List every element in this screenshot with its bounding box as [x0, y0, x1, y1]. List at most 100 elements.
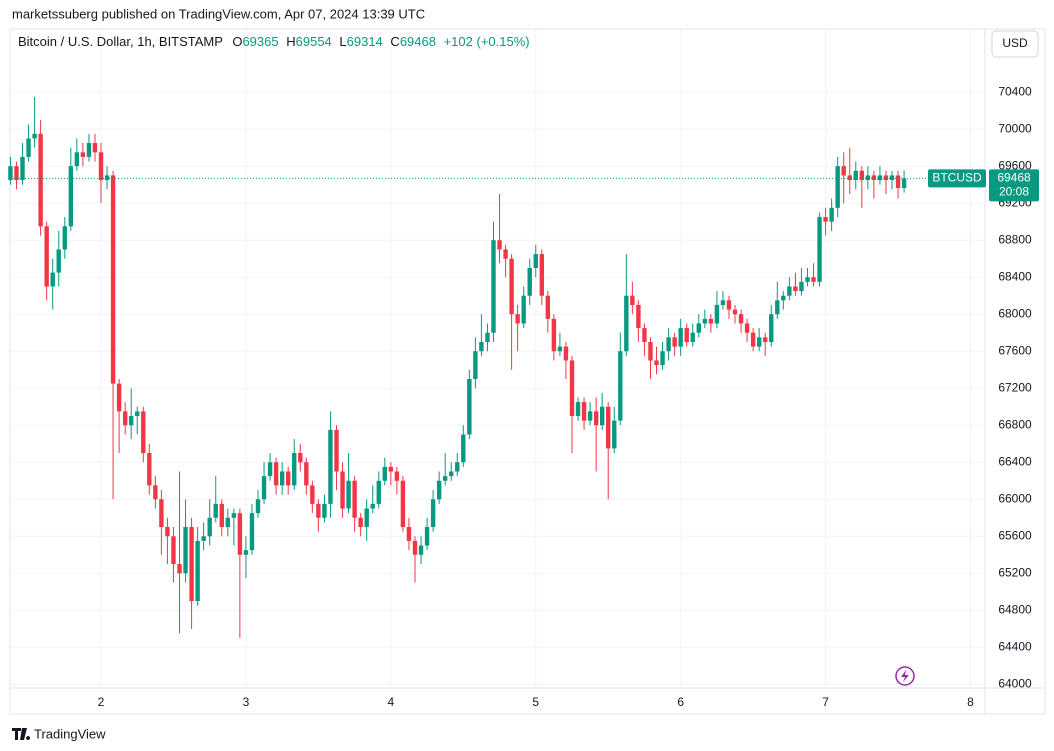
- candle-body: [86, 143, 92, 157]
- currency-button[interactable]: [991, 30, 1039, 58]
- candle-body: [720, 300, 726, 305]
- candle-body: [684, 328, 689, 342]
- candle-body: [394, 471, 400, 481]
- logo-icon: [12, 728, 31, 740]
- candle-body: [503, 249, 508, 259]
- candle-body: [630, 295, 635, 305]
- y-tick-label: 65200: [998, 565, 1032, 579]
- y-tick-label: 68000: [998, 306, 1032, 320]
- candle-body: [412, 540, 418, 555]
- candle-body: [666, 337, 671, 352]
- candle-body: [533, 254, 538, 268]
- ohlc-label: C: [390, 34, 399, 49]
- candle-body: [889, 175, 895, 181]
- candle-body: [575, 402, 581, 416]
- candle-body: [340, 471, 345, 509]
- candle-body: [171, 536, 176, 565]
- candle-body: [442, 476, 448, 481]
- candle-body: [261, 476, 267, 500]
- candle-body: [497, 240, 502, 250]
- candle-body: [316, 503, 321, 518]
- candle-body: [219, 503, 224, 528]
- logo: TradingView: [34, 726, 106, 741]
- symbol-tag-label: BTCUSD: [932, 171, 982, 185]
- y-tick-label: 66800: [998, 417, 1032, 431]
- candle-body: [141, 411, 146, 454]
- candle-body: [654, 360, 659, 366]
- candle-body: [841, 166, 846, 176]
- candle-body: [153, 485, 158, 500]
- candle-body: [364, 508, 369, 528]
- ohlc-label: L: [339, 34, 346, 49]
- candle-body: [62, 226, 67, 250]
- candle-body: [122, 411, 128, 426]
- candle-body: [104, 175, 110, 181]
- alert-icon-bolt: [901, 670, 909, 682]
- candle-body: [515, 314, 520, 324]
- candle-body: [147, 453, 152, 486]
- candle-body: [243, 550, 249, 555]
- candle-body: [787, 286, 792, 296]
- candle-body: [292, 453, 297, 486]
- candle-body: [358, 517, 363, 528]
- candle-body: [382, 466, 387, 481]
- x-tick-label: 8: [967, 695, 974, 709]
- candle-body: [159, 499, 164, 528]
- candle-body: [817, 217, 822, 282]
- candle-body: [672, 337, 677, 347]
- plot-area: [8, 29, 985, 688]
- candle-body: [177, 564, 182, 574]
- ohlc-label: O: [232, 34, 242, 49]
- candle-body: [775, 300, 780, 315]
- candle-body: [267, 462, 273, 477]
- candle-body: [805, 277, 810, 282]
- candle-body: [895, 175, 901, 188]
- y-tick-label: 67600: [998, 343, 1032, 357]
- candle-body: [98, 152, 104, 181]
- candle-body: [750, 332, 756, 347]
- candle-body: [56, 249, 61, 273]
- candle-body: [732, 309, 738, 315]
- y-tick-label: 69600: [998, 158, 1032, 172]
- candle-body: [74, 152, 80, 167]
- chart-frame: [9, 28, 1046, 715]
- candle-body: [255, 499, 261, 514]
- y-tick-label: 70400: [998, 84, 1032, 98]
- candle-body: [606, 406, 611, 449]
- candle-body: [110, 175, 116, 384]
- candle-body: [708, 318, 714, 324]
- candle-body: [116, 383, 122, 412]
- candle-body: [756, 337, 762, 347]
- price-tag: [989, 169, 1039, 202]
- candle-body: [201, 536, 206, 541]
- candle-body: [702, 318, 708, 324]
- y-tick-label: 67200: [998, 380, 1032, 394]
- candle-body: [322, 503, 327, 518]
- candle-body: [569, 360, 575, 416]
- candle-body: [207, 517, 212, 537]
- alert-icon[interactable]: [895, 666, 915, 686]
- y-tick-label: 68800: [998, 232, 1032, 246]
- candle-body: [781, 295, 786, 301]
- symbol-header: Bitcoin / U.S. Dollar, 1h, BITSTAMP O693…: [18, 34, 530, 49]
- candle-body: [726, 300, 732, 310]
- candle-body: [273, 462, 279, 486]
- x-tick-label: 6: [677, 695, 684, 709]
- candle-body: [406, 527, 412, 541]
- candle-body: [38, 133, 43, 227]
- candle-body: [769, 314, 774, 342]
- candle-body: [328, 429, 333, 504]
- candle-body: [279, 471, 285, 486]
- candle-body: [618, 351, 623, 421]
- price-tag-countdown: 20:08: [999, 185, 1029, 199]
- candle-body: [376, 480, 381, 504]
- candle-body: [32, 133, 37, 139]
- candle-body: [135, 411, 140, 416]
- candle-body: [865, 175, 871, 181]
- candle-body: [449, 471, 454, 477]
- currency[interactable]: USD: [1002, 36, 1028, 50]
- candle-body: [80, 152, 86, 157]
- candle-body: [20, 156, 25, 181]
- candle-body: [231, 513, 237, 518]
- candle-body: [26, 138, 31, 157]
